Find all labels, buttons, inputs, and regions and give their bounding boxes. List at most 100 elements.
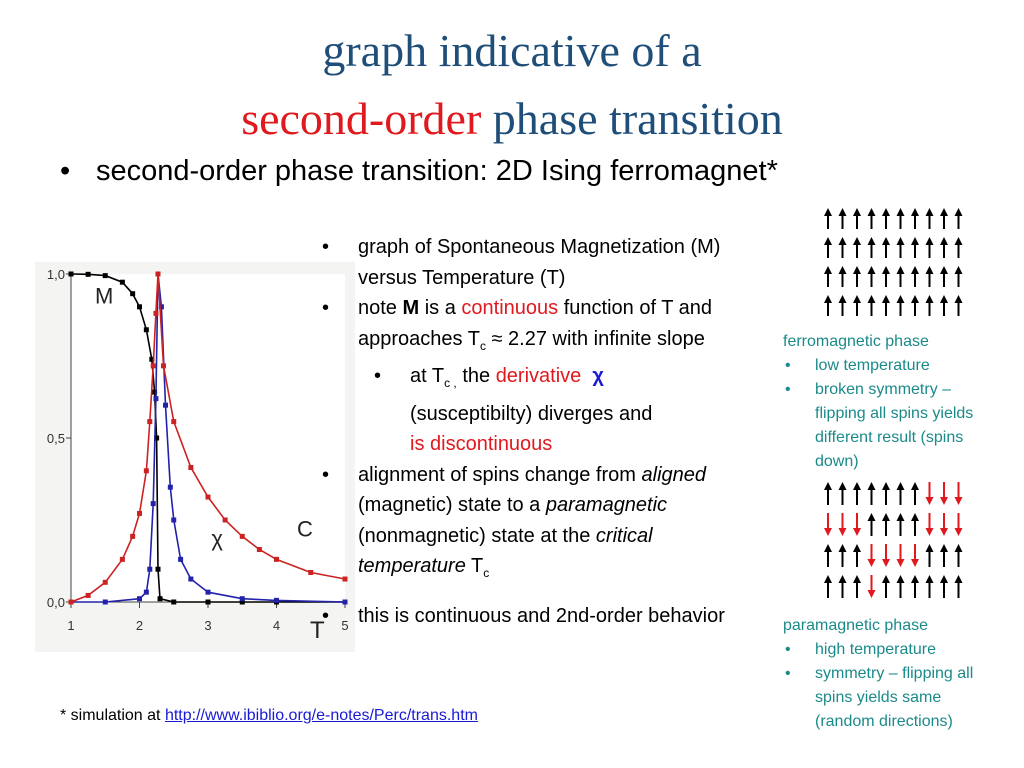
spin-up-arrow — [940, 295, 948, 316]
spin-down-arrow — [838, 513, 847, 536]
bullet-text: graph of Spontaneous Magnetization (M) v… — [358, 236, 721, 289]
bullet-dot: • — [322, 604, 330, 627]
data-point — [308, 569, 314, 575]
data-point — [68, 271, 74, 277]
bullet-highlight-continuous: continuous — [461, 297, 559, 319]
plot-area — [71, 274, 345, 602]
bullet-text: (magnetic) state to a — [358, 494, 546, 516]
spin-up-arrow — [925, 544, 934, 567]
spin-up-arrow — [838, 208, 847, 229]
spin-up-arrow — [911, 575, 919, 598]
spin-up-arrow — [911, 208, 919, 229]
spin-up-arrow — [853, 482, 861, 505]
data-point — [205, 589, 211, 595]
para-heading: paramagnetic phase — [783, 617, 928, 634]
title-rest: phase transition — [481, 93, 783, 144]
bullet-alignment: • alignment of spins change from aligned … — [322, 460, 762, 589]
data-point — [85, 592, 91, 598]
spin-up-arrow — [882, 575, 890, 598]
spin-down-arrow — [896, 544, 905, 567]
data-point — [188, 576, 194, 582]
x-axis-label: T — [310, 617, 325, 644]
data-point — [147, 419, 153, 425]
spin-up-arrow — [867, 208, 876, 229]
data-point — [171, 517, 177, 523]
data-point — [205, 494, 211, 500]
data-point — [205, 599, 211, 605]
bullet-dot: • — [785, 357, 791, 374]
bullet-highlight-discontinuous: is discontinuous — [410, 433, 553, 455]
spin-up-arrow — [911, 482, 919, 505]
spin-up-arrow — [911, 266, 919, 287]
bullet-italic-aligned: aligned — [641, 463, 707, 486]
bullet-text: alignment of spins change from — [358, 463, 642, 486]
spin-up-arrow — [911, 295, 919, 316]
bullet-dot: • — [322, 463, 330, 486]
spin-up-arrow — [853, 266, 861, 287]
plot-svg: 1 2 3 4 5 0,0 0,5 1,0 Mχ C T — [35, 262, 355, 652]
spin-up-arrow — [940, 208, 948, 229]
y-tick-label: 0,5 — [47, 431, 65, 446]
data-point — [153, 310, 159, 316]
data-point — [171, 419, 177, 425]
data-point — [137, 304, 142, 310]
ferro-item: • broken symmetry – flipping all spins yi… — [783, 378, 998, 474]
spin-down-arrow — [882, 544, 890, 567]
spin-up-arrow — [824, 575, 832, 598]
spin-up-arrow — [954, 208, 963, 229]
spin-up-arrow — [853, 575, 861, 598]
bullet-dot: • — [374, 365, 382, 387]
footnote: * simulation at http://www.ibiblio.org/e… — [60, 707, 478, 725]
bullet-list: • graph of Spontaneous Magnetization (M) … — [322, 232, 762, 631]
spin-up-arrow — [896, 266, 905, 287]
x-tick-label: 4 — [273, 618, 280, 633]
bullet-dot: • — [785, 665, 791, 682]
main-bullet: • second-order phase transition: 2D Ising… — [60, 155, 778, 188]
spin-up-arrow — [896, 513, 905, 536]
bullet-continuous-behavior: • this is continuous and 2nd-order behavi… — [322, 601, 762, 632]
spin-up-arrow — [882, 482, 890, 505]
spin-down-arrow — [867, 575, 876, 598]
spin-up-arrow — [838, 266, 847, 287]
spin-down-arrow — [867, 544, 876, 567]
bullet-text: (susceptibilty) diverges and — [410, 402, 653, 425]
ferro-item: • low temperature — [783, 354, 998, 378]
data-point — [158, 304, 164, 310]
spin-up-arrow — [867, 237, 876, 258]
bullet-dot: • — [60, 155, 71, 187]
spin-up-arrow — [896, 482, 905, 505]
main-bullet-text: second-order phase transition: 2D Ising … — [96, 155, 778, 187]
spin-up-arrow — [940, 575, 948, 598]
spin-up-arrow — [882, 237, 890, 258]
spin-up-arrow — [882, 513, 890, 536]
spin-down-arrow — [925, 482, 934, 505]
data-point — [239, 533, 245, 539]
spin-up-arrow — [824, 237, 832, 258]
bullet-text: ≈ 2.27 with infinite slope — [485, 327, 705, 350]
ferro-item-text: low temperature — [815, 357, 930, 374]
data-point — [153, 396, 159, 402]
spin-up-arrow — [853, 237, 861, 258]
spin-down-arrow — [853, 513, 861, 536]
x-tick-label: 2 — [136, 618, 143, 633]
ferro-heading: ferromagnetic phase — [783, 333, 929, 350]
para-item: • symmetry – flipping all spins yields sa… — [783, 662, 983, 734]
footnote-prefix: * simulation at — [60, 707, 165, 724]
bullet-text: this is continuous and 2nd-order behavio… — [358, 604, 725, 627]
bullet-magnetization-graph: • graph of Spontaneous Magnetization (M) … — [322, 232, 762, 293]
data-point — [102, 273, 108, 279]
spin-up-arrow — [940, 266, 948, 287]
data-point — [150, 363, 156, 369]
curve-label: C — [297, 516, 313, 541]
spin-up-arrow — [838, 295, 847, 316]
ferromagnetic-description: ferromagnetic phase • low temperature • br… — [783, 330, 998, 474]
data-point — [222, 517, 228, 523]
bullet-bold-m: M — [402, 297, 420, 319]
spin-up-arrow — [940, 237, 948, 258]
spin-up-arrow — [911, 237, 919, 258]
para-item: • high temperature — [783, 638, 983, 662]
chi-symbol: χ — [592, 365, 604, 387]
simulation-link[interactable]: http://www.ibiblio.org/e-notes/Perc/tran… — [164, 707, 478, 724]
bullet-dot: • — [785, 381, 791, 398]
data-point — [256, 547, 262, 553]
